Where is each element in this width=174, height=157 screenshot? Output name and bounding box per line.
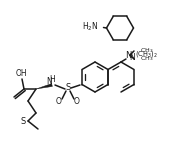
- Text: S: S: [20, 116, 26, 125]
- Text: CH$_3$: CH$_3$: [140, 54, 153, 63]
- Text: S: S: [65, 84, 71, 92]
- Text: N: N: [125, 51, 131, 60]
- Text: CH$_3$: CH$_3$: [140, 46, 153, 55]
- Text: N: N: [46, 76, 52, 86]
- Text: H: H: [49, 75, 55, 84]
- Text: O: O: [56, 97, 62, 106]
- Text: (CH$_3$)$_2$: (CH$_3$)$_2$: [135, 49, 158, 59]
- Polygon shape: [36, 84, 52, 89]
- Text: N: N: [129, 52, 135, 62]
- Text: O: O: [74, 97, 80, 106]
- Text: H$_2$N: H$_2$N: [82, 21, 98, 33]
- Text: OH: OH: [15, 70, 27, 78]
